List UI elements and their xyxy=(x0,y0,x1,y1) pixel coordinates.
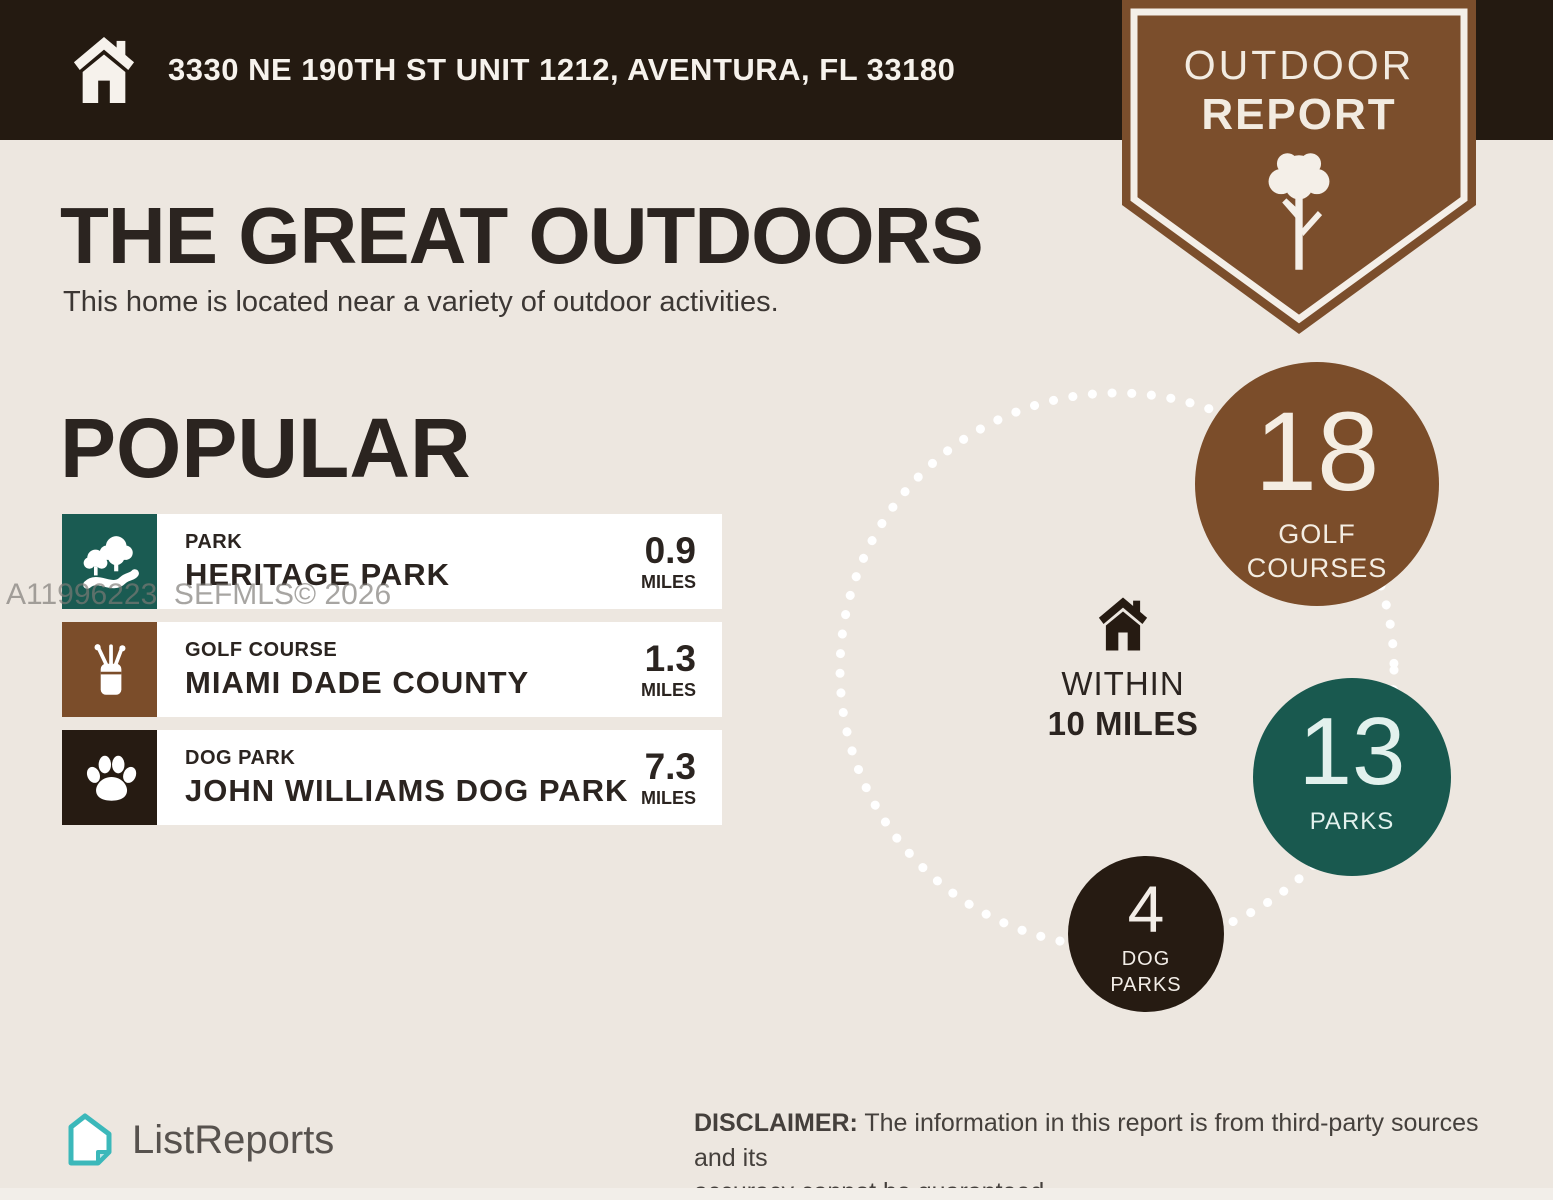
page-title: THE GREAT OUTDOORS xyxy=(60,191,984,280)
list-item-name: JOHN WILLIAMS DOG PARK xyxy=(185,772,629,808)
distance-unit: MILES xyxy=(640,680,696,700)
house-icon xyxy=(1098,597,1148,651)
badge-title-line2: REPORT xyxy=(1201,90,1397,139)
outdoor-report-badge: OUTDOOR REPORT xyxy=(1122,0,1476,334)
distance-value: 0.9 xyxy=(644,530,696,571)
list-item-body: GOLF COURSE MIAMI DADE COUNTY 1.3 MILES xyxy=(157,622,722,717)
mls-watermark: A11996223 SEFMLS© 2026 xyxy=(6,578,392,611)
stat-value: 4 xyxy=(1127,872,1165,946)
stat-value: 18 xyxy=(1254,389,1380,514)
popular-heading: POPULAR xyxy=(60,401,471,495)
golf-icon-box xyxy=(62,622,157,717)
distance-value: 7.3 xyxy=(644,746,696,787)
dog-park-icon-box xyxy=(62,730,157,825)
tree-icon xyxy=(1268,153,1330,270)
disclaimer: DISCLAIMER: The information in this repo… xyxy=(694,1106,1514,1200)
park-trees-icon xyxy=(82,535,139,589)
distance-unit: MILES xyxy=(640,572,696,592)
list-item-dog-park: DOG PARK JOHN WILLIAMS DOG PARK 7.3 MILE… xyxy=(62,730,722,825)
list-item-golf-course: GOLF COURSE MIAMI DADE COUNTY 1.3 MILES xyxy=(62,622,722,717)
list-item-distance: 7.3 MILES xyxy=(641,748,696,807)
list-item-park: PARK HERITAGE PARK 0.9 MILES xyxy=(62,514,722,609)
stat-label-line1: DOG xyxy=(1121,948,1171,970)
radius-center: WITHIN 10 MILES xyxy=(1020,596,1226,743)
list-item-category: GOLF COURSE xyxy=(185,638,338,661)
page-subtitle: This home is located near a variety of o… xyxy=(63,286,779,318)
bottom-strip xyxy=(0,1188,1553,1200)
list-item-body: PARK HERITAGE PARK 0.9 MILES xyxy=(157,514,722,609)
list-item-category: DOG PARK xyxy=(185,746,296,769)
stat-circle-parks: 13 PARKS xyxy=(1253,678,1451,876)
list-item-body: DOG PARK JOHN WILLIAMS DOG PARK 7.3 MILE… xyxy=(157,730,722,825)
brand-name: ListReports xyxy=(132,1117,335,1162)
stat-circle-dog-parks: 4 DOG PARKS xyxy=(1068,856,1224,1012)
golf-bag-icon xyxy=(94,643,125,695)
property-address: 3330 NE 190TH ST UNIT 1212, AVENTURA, FL… xyxy=(168,52,956,87)
stat-circle-golf-courses: 18 GOLF COURSES xyxy=(1195,362,1439,606)
stat-label-line2: COURSES xyxy=(1246,552,1388,583)
disclaimer-label: DISCLAIMER: xyxy=(694,1109,858,1137)
listreports-house-page-icon xyxy=(68,1113,112,1166)
paw-icon xyxy=(86,755,136,801)
list-item-name: HERITAGE PARK xyxy=(185,556,451,592)
list-item-name: MIAMI DADE COUNTY xyxy=(185,664,530,700)
list-item-distance: 0.9 MILES xyxy=(641,532,696,591)
listreports-logo: ListReports xyxy=(62,1110,334,1170)
distance-value: 1.3 xyxy=(644,638,696,679)
stat-value: 13 xyxy=(1298,698,1406,805)
disclaimer-line1: The information in this report is from t… xyxy=(694,1109,1479,1172)
list-item-distance: 1.3 MILES xyxy=(641,640,696,699)
stat-label: GOLF COURSES xyxy=(1195,518,1439,586)
within-label: WITHIN xyxy=(1061,665,1185,702)
stat-label: PARKS xyxy=(1253,808,1451,836)
park-icon-box xyxy=(62,514,157,609)
distance-unit: MILES xyxy=(640,788,696,808)
within-miles-label: 10 MILES xyxy=(1047,705,1199,742)
stat-label: DOG PARKS xyxy=(1068,946,1224,998)
stat-label-line1: PARKS xyxy=(1309,808,1395,835)
list-item-category: PARK xyxy=(185,530,243,553)
home-icon xyxy=(73,37,135,103)
stat-label-line1: GOLF xyxy=(1278,519,1356,549)
stat-label-line2: PARKS xyxy=(1110,974,1182,996)
badge-title-line1: OUTDOOR xyxy=(1183,42,1415,88)
popular-list: PARK HERITAGE PARK 0.9 MILES xyxy=(62,514,722,838)
